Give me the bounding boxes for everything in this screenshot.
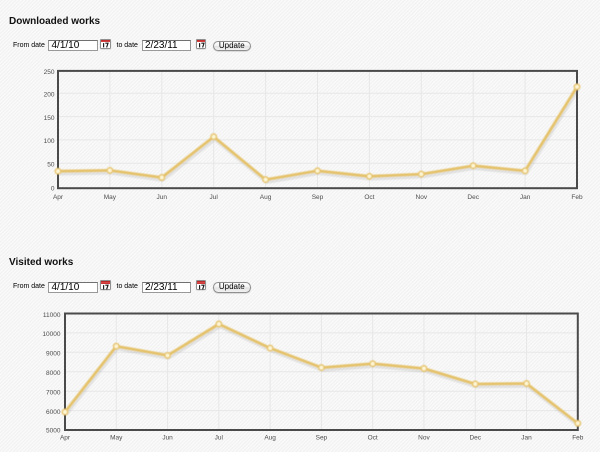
svg-text:250: 250 [44, 69, 55, 76]
svg-text:100: 100 [44, 138, 55, 145]
svg-text:Aug: Aug [264, 435, 276, 442]
svg-text:Jul: Jul [215, 435, 224, 442]
svg-text:Aug: Aug [260, 194, 272, 201]
svg-text:Jan: Jan [520, 194, 531, 201]
svg-text:May: May [104, 194, 117, 201]
svg-text:200: 200 [44, 91, 55, 98]
svg-text:Jun: Jun [162, 435, 173, 442]
svg-text:Jan: Jan [521, 435, 532, 442]
svg-text:11000: 11000 [43, 312, 61, 319]
svg-text:Sep: Sep [312, 194, 324, 201]
svg-text:Oct: Oct [368, 435, 378, 442]
svg-text:Sep: Sep [316, 435, 328, 442]
svg-text:0: 0 [51, 186, 55, 193]
svg-text:Feb: Feb [572, 435, 584, 442]
svg-text:Jul: Jul [210, 194, 219, 201]
svg-text:Nov: Nov [416, 194, 428, 201]
svg-text:Feb: Feb [571, 194, 583, 201]
svg-text:10000: 10000 [42, 331, 60, 338]
svg-text:7000: 7000 [46, 389, 61, 396]
svg-text:Jun: Jun [157, 194, 168, 201]
svg-text:5000: 5000 [46, 428, 61, 435]
svg-text:8000: 8000 [46, 370, 61, 377]
svg-text:Dec: Dec [469, 435, 481, 442]
svg-text:Apr: Apr [53, 194, 64, 201]
svg-text:Oct: Oct [364, 194, 374, 201]
svg-text:Apr: Apr [60, 435, 71, 442]
svg-text:6000: 6000 [46, 409, 61, 416]
svg-text:150: 150 [44, 115, 55, 122]
svg-text:50: 50 [47, 162, 55, 169]
svg-text:Nov: Nov [418, 435, 430, 442]
svg-text:May: May [110, 435, 123, 442]
svg-text:9000: 9000 [46, 351, 61, 358]
svg-text:Dec: Dec [467, 194, 479, 201]
